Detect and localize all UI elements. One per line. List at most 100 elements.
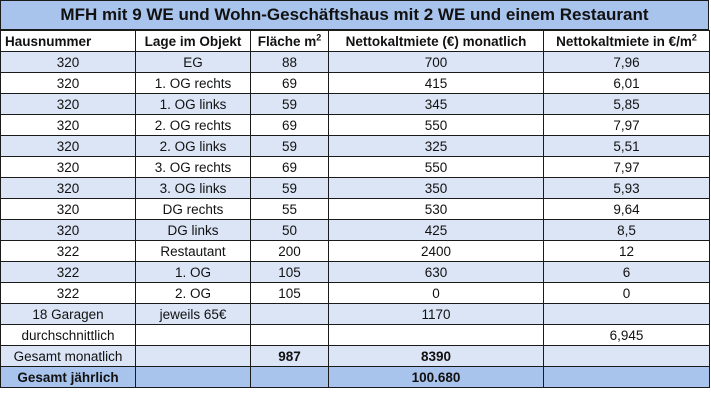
cell-lage: 2. OG bbox=[135, 282, 251, 304]
cell-flaeche: 69 bbox=[250, 114, 329, 136]
cell-flaeche: 59 bbox=[250, 135, 329, 157]
cell-miete-qm: 7,97 bbox=[543, 114, 710, 136]
cell-miete: 350 bbox=[328, 177, 544, 199]
header-row: Hausnummer Lage im Objekt Fläche m2 Nett… bbox=[0, 30, 710, 52]
header-miete-qm-sup: 2 bbox=[691, 32, 697, 42]
cell-hausnummer: 320 bbox=[0, 219, 136, 241]
cell-miete-qm: 6,01 bbox=[543, 72, 710, 94]
cell-flaeche: 200 bbox=[250, 240, 329, 262]
cell-miete: 415 bbox=[328, 72, 544, 94]
gesamt-monatlich-miete: 8390 bbox=[328, 345, 544, 367]
header-flaeche: Fläche m2 bbox=[250, 30, 329, 52]
table-title: MFH mit 9 WE und Wohn-Geschäftshaus mit … bbox=[0, 0, 709, 30]
gesamt-jaehrlich-lage bbox=[135, 366, 251, 388]
cell-miete-qm: 12 bbox=[543, 240, 710, 262]
cell-flaeche: 105 bbox=[250, 282, 329, 304]
cell-flaeche: 55 bbox=[250, 198, 329, 220]
cell-hausnummer: 320 bbox=[0, 135, 136, 157]
garagen-flaeche bbox=[250, 303, 329, 325]
gesamt-jaehrlich-row: Gesamt jährlich 100.680 bbox=[0, 366, 710, 388]
durchschnitt-row: durchschnittlich 6,945 bbox=[0, 324, 710, 346]
cell-miete: 550 bbox=[328, 156, 544, 178]
cell-miete: 550 bbox=[328, 114, 544, 136]
durchschnitt-miete bbox=[328, 324, 544, 346]
header-miete-qm: Nettokaltmiete in €/m2 bbox=[543, 30, 710, 52]
garagen-miete: 1170 bbox=[328, 303, 544, 325]
header-lage: Lage im Objekt bbox=[135, 30, 251, 52]
garagen-qm bbox=[543, 303, 710, 325]
gesamt-jaehrlich-miete: 100.680 bbox=[328, 366, 544, 388]
cell-miete: 0 bbox=[328, 282, 544, 304]
cell-miete: 345 bbox=[328, 93, 544, 115]
cell-miete: 2400 bbox=[328, 240, 544, 262]
gesamt-jaehrlich-label: Gesamt jährlich bbox=[0, 366, 136, 388]
cell-flaeche: 88 bbox=[250, 51, 329, 73]
gesamt-jaehrlich-qm bbox=[543, 366, 710, 388]
cell-lage: 1. OG links bbox=[135, 93, 251, 115]
cell-lage: DG links bbox=[135, 219, 251, 241]
cell-hausnummer: 320 bbox=[0, 198, 136, 220]
table-row: 322 2. OG 105 0 0 bbox=[0, 282, 710, 304]
cell-miete-qm: 6 bbox=[543, 261, 710, 283]
cell-miete-qm: 5,51 bbox=[543, 135, 710, 157]
gesamt-monatlich-lage bbox=[135, 345, 251, 367]
durchschnitt-qm: 6,945 bbox=[543, 324, 710, 346]
cell-hausnummer: 320 bbox=[0, 177, 136, 199]
cell-lage: EG bbox=[135, 51, 251, 73]
durchschnitt-label: durchschnittlich bbox=[0, 324, 136, 346]
gesamt-monatlich-flaeche: 987 bbox=[250, 345, 329, 367]
garagen-row: 18 Garagen jeweils 65€ 1170 bbox=[0, 303, 710, 325]
cell-miete: 630 bbox=[328, 261, 544, 283]
garagen-label: 18 Garagen bbox=[0, 303, 136, 325]
cell-miete-qm: 9,64 bbox=[543, 198, 710, 220]
cell-miete-qm: 5,93 bbox=[543, 177, 710, 199]
cell-flaeche: 105 bbox=[250, 261, 329, 283]
cell-hausnummer: 322 bbox=[0, 240, 136, 262]
cell-miete: 325 bbox=[328, 135, 544, 157]
cell-miete-qm: 7,96 bbox=[543, 51, 710, 73]
table-row: 320 3. OG rechts 69 550 7,97 bbox=[0, 156, 710, 178]
cell-hausnummer: 322 bbox=[0, 261, 136, 283]
header-flaeche-sup: 2 bbox=[316, 32, 322, 42]
gesamt-jaehrlich-flaeche bbox=[250, 366, 329, 388]
header-flaeche-text: Fläche m bbox=[257, 33, 317, 49]
cell-hausnummer: 320 bbox=[0, 72, 136, 94]
header-miete-qm-text: Nettokaltmiete in €/m bbox=[556, 33, 692, 49]
cell-lage: 3. OG rechts bbox=[135, 156, 251, 178]
cell-miete: 425 bbox=[328, 219, 544, 241]
rent-table: Hausnummer Lage im Objekt Fläche m2 Nett… bbox=[0, 30, 710, 388]
cell-lage: 1. OG bbox=[135, 261, 251, 283]
cell-miete: 700 bbox=[328, 51, 544, 73]
cell-lage: Restautant bbox=[135, 240, 251, 262]
gesamt-monatlich-label: Gesamt monatlich bbox=[0, 345, 136, 367]
table-row: 322 1. OG 105 630 6 bbox=[0, 261, 710, 283]
table-row: 320 EG 88 700 7,96 bbox=[0, 51, 710, 73]
header-miete: Nettokaltmiete (€) monatlich bbox=[328, 30, 544, 52]
table-row: 320 2. OG links 59 325 5,51 bbox=[0, 135, 710, 157]
cell-lage: DG rechts bbox=[135, 198, 251, 220]
table-row: 320 DG rechts 55 530 9,64 bbox=[0, 198, 710, 220]
cell-miete-qm: 5,85 bbox=[543, 93, 710, 115]
cell-lage: 2. OG rechts bbox=[135, 114, 251, 136]
cell-flaeche: 59 bbox=[250, 93, 329, 115]
table-row: 320 1. OG rechts 69 415 6,01 bbox=[0, 72, 710, 94]
cell-lage: 3. OG links bbox=[135, 177, 251, 199]
cell-hausnummer: 320 bbox=[0, 156, 136, 178]
cell-flaeche: 50 bbox=[250, 219, 329, 241]
table-row: 320 3. OG links 59 350 5,93 bbox=[0, 177, 710, 199]
durchschnitt-lage bbox=[135, 324, 251, 346]
cell-lage: 2. OG links bbox=[135, 135, 251, 157]
table-row: 320 DG links 50 425 8,5 bbox=[0, 219, 710, 241]
gesamt-monatlich-qm bbox=[543, 345, 710, 367]
cell-hausnummer: 320 bbox=[0, 51, 136, 73]
cell-miete-qm: 0 bbox=[543, 282, 710, 304]
cell-miete-qm: 8,5 bbox=[543, 219, 710, 241]
cell-lage: 1. OG rechts bbox=[135, 72, 251, 94]
cell-hausnummer: 320 bbox=[0, 114, 136, 136]
cell-flaeche: 69 bbox=[250, 72, 329, 94]
durchschnitt-flaeche bbox=[250, 324, 329, 346]
cell-miete: 530 bbox=[328, 198, 544, 220]
garagen-lage: jeweils 65€ bbox=[135, 303, 251, 325]
table-row: 320 2. OG rechts 69 550 7,97 bbox=[0, 114, 710, 136]
